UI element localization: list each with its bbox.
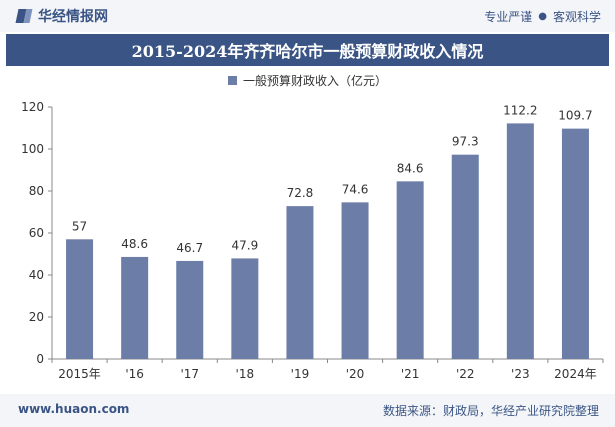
slogan-separator: ● [538, 11, 547, 22]
y-tick-label: 100 [21, 142, 44, 156]
y-tick-label: 80 [29, 184, 44, 198]
bar [396, 181, 424, 359]
data-label: 72.8 [287, 186, 314, 200]
bar [341, 202, 369, 359]
data-label: 57 [72, 219, 87, 233]
data-label: 74.6 [342, 182, 369, 196]
legend: 一般预算财政收入（亿元） [0, 72, 615, 89]
data-label: 84.6 [397, 161, 424, 175]
y-tick-label: 0 [36, 352, 44, 366]
x-tick-label: 2024年 [554, 367, 597, 381]
data-label: 97.3 [452, 135, 479, 149]
bar [561, 128, 589, 359]
x-tick-label: '22 [456, 367, 475, 381]
bar [451, 154, 479, 359]
footer-url[interactable]: www.huaon.com [18, 402, 130, 416]
y-tick-label: 40 [29, 268, 44, 282]
x-tick-label: '21 [401, 367, 420, 381]
x-tick-label: '20 [346, 367, 365, 381]
chart-title: 2015-2024年齐齐哈尔市一般预算财政收入情况 [131, 42, 484, 61]
data-source: 数据来源：财政局，华经产业研究院整理 [382, 404, 599, 418]
data-label: 46.7 [176, 241, 203, 255]
x-tick-label: '23 [511, 367, 530, 381]
y-tick-label: 20 [29, 310, 44, 324]
slogan-left: 专业严谨 [484, 10, 533, 24]
slogan: 专业严谨 ● 客观科学 [484, 8, 601, 25]
bar [176, 260, 204, 359]
y-tick-label: 60 [29, 226, 44, 240]
data-label: 48.6 [121, 237, 148, 251]
top-bar: 华经情报网 专业严谨 ● 客观科学 [0, 0, 615, 32]
brand[interactable]: 华经情报网 [16, 7, 108, 25]
data-label: 47.9 [231, 238, 258, 252]
x-tick-label: '16 [125, 367, 144, 381]
bar [121, 256, 149, 359]
slogan-right: 客观科学 [552, 10, 601, 24]
footer: www.huaon.com 数据来源：财政局，华经产业研究院整理 [0, 394, 615, 427]
y-tick-label: 120 [21, 100, 44, 114]
bar [506, 123, 534, 359]
x-tick-label: '19 [291, 367, 310, 381]
bar [66, 239, 94, 359]
data-label: 109.7 [558, 109, 592, 123]
legend-swatch [227, 76, 237, 85]
title-bar: 2015-2024年齐齐哈尔市一般预算财政收入情况 [6, 34, 609, 66]
data-label: 112.2 [503, 103, 537, 117]
bar [286, 206, 314, 359]
brand-name: 华经情报网 [38, 9, 108, 25]
legend-label: 一般预算财政收入（亿元） [242, 74, 387, 88]
x-tick-label: '18 [236, 367, 255, 381]
x-tick-label: '17 [180, 367, 199, 381]
bar [231, 258, 259, 359]
x-tick-label: 2015年 [58, 367, 101, 381]
